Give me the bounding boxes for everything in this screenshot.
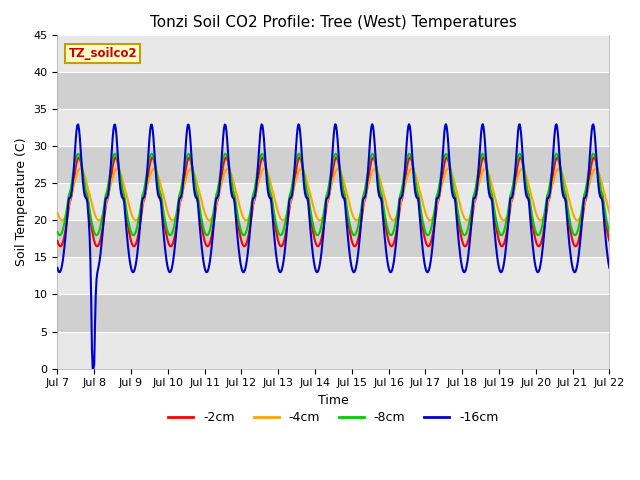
- Bar: [58, 220, 609, 257]
- Y-axis label: Soil Temperature (C): Soil Temperature (C): [15, 138, 28, 266]
- Bar: [58, 295, 609, 332]
- Bar: [58, 332, 609, 369]
- X-axis label: Time: Time: [318, 394, 349, 407]
- Bar: [58, 72, 609, 109]
- Legend: -2cm, -4cm, -8cm, -16cm: -2cm, -4cm, -8cm, -16cm: [163, 406, 504, 429]
- Title: Tonzi Soil CO2 Profile: Tree (West) Temperatures: Tonzi Soil CO2 Profile: Tree (West) Temp…: [150, 15, 517, 30]
- Bar: [58, 36, 609, 72]
- Bar: [58, 109, 609, 146]
- Text: TZ_soilco2: TZ_soilco2: [68, 47, 137, 60]
- Bar: [58, 257, 609, 295]
- Bar: [58, 183, 609, 220]
- Bar: [58, 146, 609, 183]
